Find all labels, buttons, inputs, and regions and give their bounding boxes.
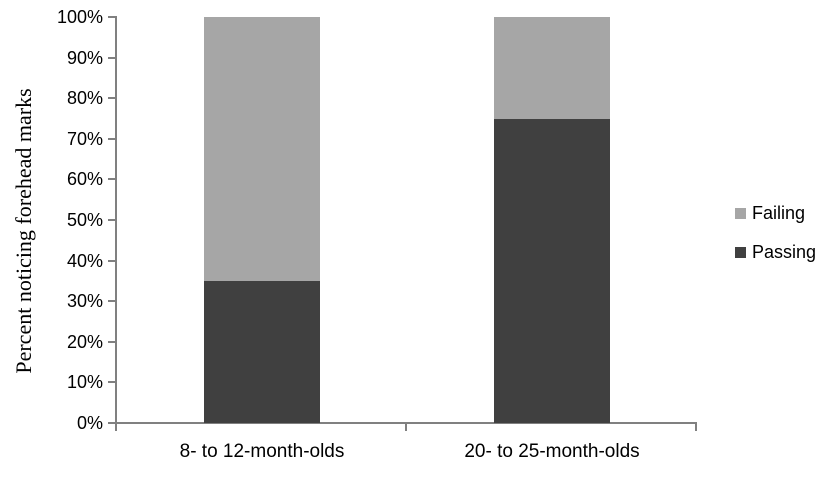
bar-segment-passing — [204, 280, 320, 423]
y-tick-mark — [108, 97, 115, 100]
bar-segment-failing — [494, 17, 610, 119]
y-tick-label: 40% — [66, 250, 103, 271]
y-tick-mark — [108, 16, 115, 18]
y-tick-label: 10% — [66, 372, 103, 393]
y-tick-label: 30% — [66, 291, 103, 312]
x-tick-mark — [695, 424, 697, 431]
y-tick-label: 0% — [76, 413, 103, 433]
legend-swatch-passing — [735, 246, 746, 258]
y-tick-mark — [108, 340, 115, 343]
legend-item-failing: Failing — [735, 203, 816, 223]
y-tick-label: 60% — [66, 169, 103, 190]
x-tick-mark — [405, 424, 407, 431]
x-axis-line — [115, 422, 697, 424]
y-tick-mark — [108, 259, 115, 262]
legend-swatch-failing — [735, 207, 746, 219]
y-tick-label: 90% — [66, 47, 103, 68]
legend: Failing Passing — [735, 203, 816, 262]
y-tick-mark — [108, 300, 115, 303]
y-tick-mark — [108, 219, 115, 221]
y-tick-label: 50% — [66, 210, 103, 230]
y-tick-mark — [108, 178, 115, 181]
y-tick-label: 20% — [66, 331, 103, 352]
category-axis-label: 8- to 12-month-olds — [179, 441, 345, 462]
y-tick-mark — [108, 137, 115, 140]
y-axis-line — [115, 16, 117, 424]
x-tick-mark — [115, 424, 117, 431]
y-tick-label: 80% — [66, 88, 103, 109]
y-tick-label: 70% — [66, 128, 103, 149]
y-tick-mark — [108, 381, 115, 384]
legend-label-passing: Passing — [752, 242, 817, 262]
y-tick-mark — [108, 56, 115, 59]
y-tick-mark — [108, 422, 115, 424]
y-tick-label: 100% — [56, 7, 103, 27]
legend-label-failing: Failing — [752, 203, 806, 223]
category-axis-label: 20- to 25-month-olds — [464, 441, 640, 462]
bar-segment-passing — [494, 118, 610, 423]
bar-segment-failing — [204, 17, 320, 281]
legend-item-passing: Passing — [735, 242, 816, 262]
